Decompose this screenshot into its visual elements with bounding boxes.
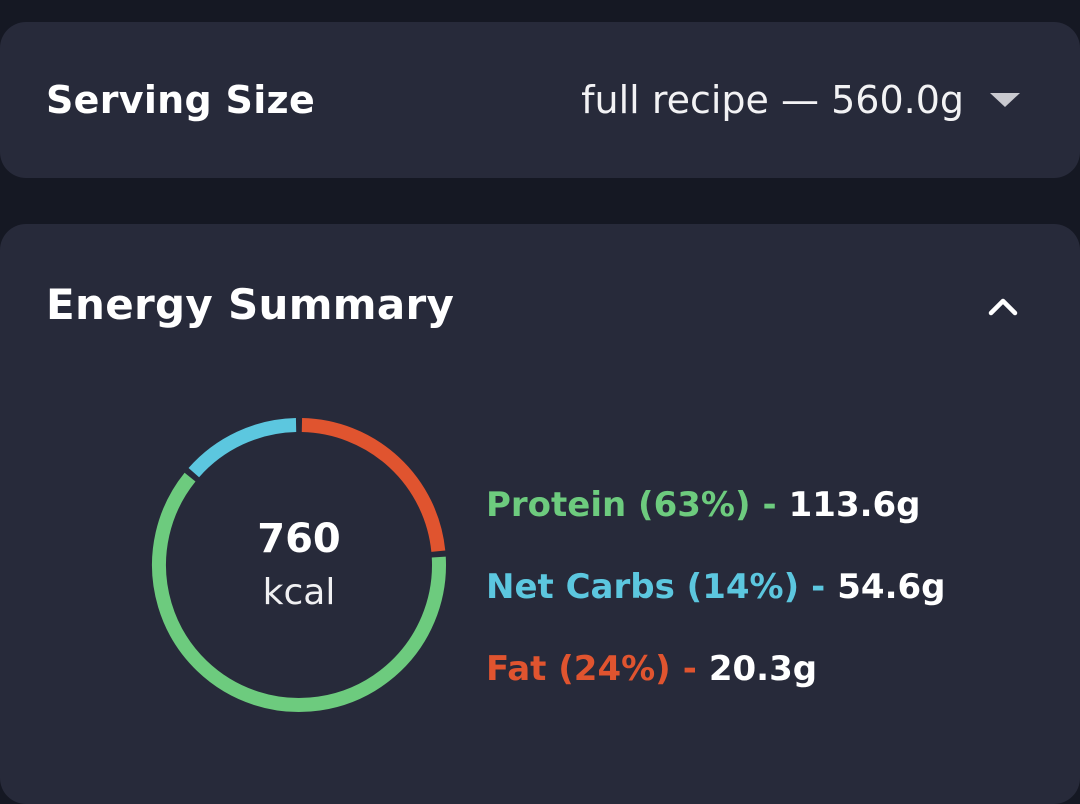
protein-label: Protein (63%): [486, 485, 751, 525]
caret-down-icon: [990, 93, 1020, 107]
net-carbs-amount: 54.6g: [837, 567, 946, 607]
ring-center: 760 kcal: [146, 412, 452, 718]
net-carbs-label: Net Carbs (14%): [486, 567, 800, 607]
serving-size-value: full recipe — 560.0g: [581, 78, 964, 122]
legend-protein: Protein (63%) - 113.6g: [486, 464, 946, 546]
macro-legend: Protein (63%) - 113.6g Net Carbs (14%) -…: [486, 464, 946, 710]
serving-size-dropdown[interactable]: full recipe — 560.0g: [581, 78, 1020, 122]
serving-size-card: Serving Size full recipe — 560.0g: [0, 22, 1080, 178]
protein-amount: 113.6g: [788, 485, 921, 525]
energy-summary-card: Energy Summary 760 kcal Protein (63%) - …: [0, 224, 1080, 804]
ring-segment-fat: [301, 418, 446, 552]
ring-segment-protein: [152, 472, 446, 712]
calories-value: 760: [257, 516, 341, 562]
calories-unit: kcal: [262, 572, 336, 613]
fat-amount: 20.3g: [708, 649, 818, 689]
macro-ring: [152, 418, 446, 712]
protein-separator: -: [762, 485, 777, 525]
net-carbs-separator: -: [811, 567, 826, 607]
serving-size-title: Serving Size: [46, 78, 316, 122]
legend-net-carbs: Net Carbs (14%) - 54.6g: [486, 546, 946, 628]
calorie-ring-chart: 760 kcal: [146, 412, 452, 718]
fat-separator: -: [682, 649, 697, 689]
fat-label: Fat (24%): [486, 649, 671, 689]
energy-summary-title: Energy Summary: [46, 280, 455, 329]
legend-fat: Fat (24%) - 20.3g: [486, 628, 946, 710]
chevron-up-icon[interactable]: [988, 292, 1018, 322]
ring-segment-net-carbs: [188, 418, 297, 478]
